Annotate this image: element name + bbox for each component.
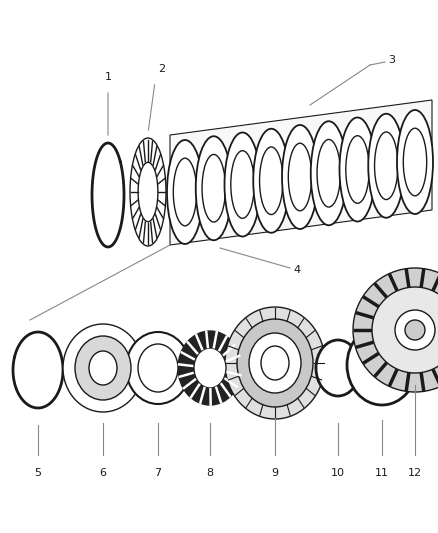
Ellipse shape bbox=[282, 125, 318, 229]
Text: 4: 4 bbox=[293, 265, 300, 275]
Text: 1: 1 bbox=[105, 72, 112, 82]
Ellipse shape bbox=[249, 333, 301, 393]
Ellipse shape bbox=[339, 117, 375, 222]
Ellipse shape bbox=[63, 324, 143, 412]
Ellipse shape bbox=[75, 336, 131, 400]
Ellipse shape bbox=[397, 110, 433, 214]
Ellipse shape bbox=[368, 114, 404, 218]
Ellipse shape bbox=[346, 136, 369, 203]
Ellipse shape bbox=[395, 310, 435, 350]
Text: 10: 10 bbox=[331, 468, 345, 478]
Text: 5: 5 bbox=[35, 468, 42, 478]
Ellipse shape bbox=[237, 319, 313, 407]
Ellipse shape bbox=[261, 346, 289, 380]
Ellipse shape bbox=[374, 132, 398, 199]
Text: 8: 8 bbox=[206, 468, 214, 478]
Text: 11: 11 bbox=[375, 468, 389, 478]
Text: 12: 12 bbox=[408, 468, 422, 478]
Ellipse shape bbox=[288, 143, 312, 211]
Ellipse shape bbox=[403, 128, 427, 196]
Ellipse shape bbox=[225, 133, 261, 237]
Ellipse shape bbox=[167, 140, 203, 244]
Text: 6: 6 bbox=[99, 468, 106, 478]
Ellipse shape bbox=[317, 140, 340, 207]
Ellipse shape bbox=[173, 158, 197, 226]
Text: 2: 2 bbox=[159, 64, 166, 74]
Ellipse shape bbox=[196, 136, 232, 240]
Ellipse shape bbox=[130, 138, 166, 246]
Ellipse shape bbox=[138, 344, 178, 392]
Ellipse shape bbox=[353, 268, 438, 392]
Text: 3: 3 bbox=[388, 55, 395, 65]
Ellipse shape bbox=[372, 287, 438, 373]
Ellipse shape bbox=[126, 332, 190, 404]
Polygon shape bbox=[170, 100, 432, 245]
Ellipse shape bbox=[225, 307, 325, 419]
Ellipse shape bbox=[405, 320, 425, 340]
Ellipse shape bbox=[194, 348, 226, 388]
Text: 9: 9 bbox=[272, 468, 279, 478]
Ellipse shape bbox=[202, 155, 226, 222]
Ellipse shape bbox=[260, 147, 283, 215]
Ellipse shape bbox=[316, 340, 360, 396]
Ellipse shape bbox=[178, 331, 242, 405]
Ellipse shape bbox=[311, 121, 347, 225]
Ellipse shape bbox=[89, 351, 117, 385]
Ellipse shape bbox=[253, 129, 289, 233]
Ellipse shape bbox=[231, 151, 254, 219]
Ellipse shape bbox=[138, 163, 158, 222]
Ellipse shape bbox=[347, 325, 417, 405]
Text: 7: 7 bbox=[155, 468, 162, 478]
